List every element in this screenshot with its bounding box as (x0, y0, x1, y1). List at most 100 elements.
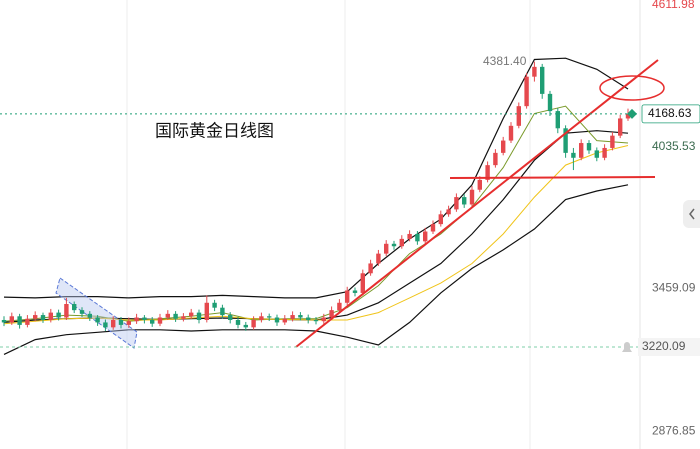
y-tick-label: 4035.53 (652, 139, 696, 153)
candle-body (329, 310, 334, 318)
candle-body (243, 324, 248, 328)
candle-body (259, 316, 264, 320)
channel-shade (55, 277, 138, 349)
indicator-line (3, 184, 629, 355)
candle-body (274, 317, 280, 323)
candle-body (95, 317, 100, 323)
candle-body (17, 316, 22, 325)
candle-body (212, 302, 217, 308)
candle-body (290, 315, 295, 319)
candle-body (516, 106, 521, 126)
indicator-line (3, 130, 629, 323)
candle-body (134, 317, 139, 322)
support-line (449, 176, 656, 179)
candle-body (64, 304, 69, 318)
candle-body (165, 313, 170, 318)
candle-body (196, 312, 202, 320)
candle-body (321, 317, 326, 322)
chart-title: 国际黄金日线图 (155, 121, 274, 140)
candle-body (126, 321, 131, 325)
candle-body (33, 315, 38, 319)
bell-icon (622, 341, 632, 352)
candle-body (563, 128, 568, 153)
candle-body (235, 319, 241, 325)
candle-body (594, 150, 599, 158)
candle-body (438, 214, 443, 225)
candle-body (103, 322, 108, 328)
candle-body (391, 243, 397, 247)
candle-body (376, 253, 381, 264)
candle-body (602, 147, 607, 158)
candle-body (469, 189, 475, 205)
current-marker (627, 108, 637, 119)
candle-body (228, 315, 233, 320)
current-price-label: 4168.63 (648, 106, 692, 120)
candle-body (118, 319, 124, 325)
candle-body (251, 319, 256, 328)
candle-body (306, 317, 311, 320)
candle-body (462, 197, 467, 205)
candle-body (1, 319, 7, 323)
price-box (641, 104, 700, 124)
candle-body (493, 152, 498, 166)
candle-body (282, 318, 287, 323)
candle-body (87, 313, 92, 318)
candle-body (415, 233, 420, 242)
highlight-ellipse (599, 75, 665, 101)
candle-body (430, 224, 436, 232)
candle-body (399, 238, 404, 247)
candle-body (407, 233, 412, 239)
y-tick-label: 3459.09 (652, 280, 696, 294)
candle-body (337, 302, 342, 311)
candle-body (384, 243, 389, 254)
trend-line (295, 59, 659, 348)
candle-body (555, 111, 560, 129)
candle-body (618, 118, 623, 136)
candle-body (368, 263, 373, 274)
alert-box (638, 337, 700, 356)
candle-body (360, 273, 365, 293)
alert-label: 3220.09 (642, 339, 686, 353)
candle-body (111, 319, 116, 328)
y-tick-label: 4611.98 (652, 0, 695, 11)
candle-body (298, 315, 303, 318)
candle-body (142, 317, 147, 320)
candle-body (181, 316, 186, 319)
candle-body (571, 152, 576, 158)
candle-body (610, 135, 615, 148)
candle-body (501, 140, 506, 153)
collapse-tab[interactable] (683, 200, 700, 228)
candle-body (72, 304, 77, 311)
candle-body (267, 316, 272, 318)
candle-body (40, 315, 46, 320)
candle-body (204, 302, 209, 320)
y-tick-label: 2876.85 (652, 424, 696, 438)
candle-body (25, 318, 30, 325)
candle-body (540, 66, 545, 94)
candle-body (524, 76, 529, 107)
candle-body (532, 66, 537, 77)
candle-body (220, 307, 225, 316)
chevron-icon (689, 208, 695, 220)
candle-body (477, 179, 482, 190)
candle-body (345, 290, 350, 303)
candle-body (485, 165, 490, 180)
indicator-line (3, 57, 629, 299)
candle-body (454, 197, 459, 210)
candle-body (79, 310, 85, 314)
candle-body (313, 319, 319, 322)
candle-body (189, 312, 194, 317)
indicator-line (3, 105, 629, 322)
candle-body (48, 312, 53, 320)
candle-body (579, 143, 584, 158)
candle-body (150, 319, 155, 324)
peak-label: 4381.40 (483, 54, 527, 68)
candles (1, 61, 631, 332)
candle-body (423, 231, 428, 242)
candle-body (56, 312, 61, 318)
candle-body (9, 316, 14, 323)
candle-body (625, 113, 631, 119)
candle-body (547, 93, 553, 112)
